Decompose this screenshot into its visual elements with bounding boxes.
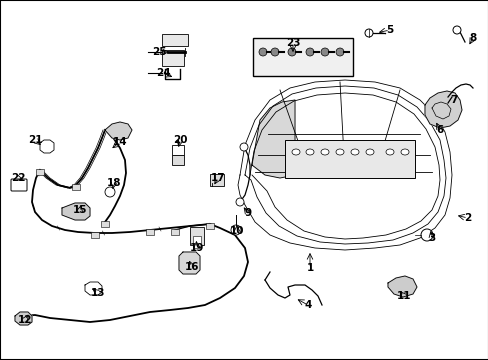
Polygon shape <box>15 312 32 325</box>
Text: 24: 24 <box>155 68 170 78</box>
Ellipse shape <box>400 149 408 155</box>
Text: 8: 8 <box>468 33 476 43</box>
Text: 2: 2 <box>464 213 470 223</box>
Bar <box>172 145 183 155</box>
Ellipse shape <box>350 149 358 155</box>
Text: 7: 7 <box>449 95 457 105</box>
Bar <box>146 229 154 235</box>
Text: 18: 18 <box>106 178 121 188</box>
Bar <box>171 229 179 235</box>
Polygon shape <box>179 252 200 274</box>
Text: 10: 10 <box>229 226 244 236</box>
Text: 21: 21 <box>28 135 42 145</box>
Bar <box>205 223 214 229</box>
Circle shape <box>105 187 115 197</box>
Text: 20: 20 <box>172 135 187 145</box>
Text: 15: 15 <box>73 205 87 215</box>
Text: 1: 1 <box>306 263 313 273</box>
Ellipse shape <box>320 149 328 155</box>
Text: 13: 13 <box>91 288 105 298</box>
Bar <box>162 50 183 66</box>
Text: 11: 11 <box>396 291 410 301</box>
Circle shape <box>364 29 372 37</box>
Bar <box>252 38 352 76</box>
Text: 17: 17 <box>210 173 225 183</box>
Circle shape <box>320 48 328 56</box>
Text: 16: 16 <box>184 262 199 272</box>
Bar <box>36 169 44 175</box>
Polygon shape <box>105 122 132 140</box>
Circle shape <box>335 48 343 56</box>
Polygon shape <box>424 91 461 128</box>
Ellipse shape <box>385 149 393 155</box>
Circle shape <box>230 225 241 235</box>
Text: 22: 22 <box>11 173 25 183</box>
Circle shape <box>259 48 266 56</box>
Ellipse shape <box>291 149 299 155</box>
Text: 19: 19 <box>189 243 204 253</box>
Bar <box>190 227 203 245</box>
Text: 3: 3 <box>427 233 435 243</box>
Bar <box>101 221 109 227</box>
Circle shape <box>305 48 313 56</box>
Polygon shape <box>251 100 294 178</box>
Text: 9: 9 <box>244 208 251 218</box>
Text: 4: 4 <box>304 300 311 310</box>
Bar <box>162 34 187 46</box>
Bar <box>285 140 414 178</box>
Bar <box>91 232 99 238</box>
Text: 25: 25 <box>151 47 166 57</box>
Bar <box>193 236 201 248</box>
Circle shape <box>287 48 295 56</box>
Ellipse shape <box>335 149 343 155</box>
FancyBboxPatch shape <box>11 179 27 191</box>
Text: 23: 23 <box>285 38 300 48</box>
Polygon shape <box>62 203 90 220</box>
Circle shape <box>420 229 432 241</box>
Ellipse shape <box>365 149 373 155</box>
Text: 12: 12 <box>18 315 32 325</box>
Polygon shape <box>40 140 54 153</box>
Circle shape <box>236 198 244 206</box>
Text: 5: 5 <box>386 25 393 35</box>
Circle shape <box>240 143 247 151</box>
Bar <box>172 155 183 165</box>
Bar <box>209 174 224 186</box>
Circle shape <box>270 48 279 56</box>
Text: 14: 14 <box>112 137 127 147</box>
Ellipse shape <box>305 149 313 155</box>
Polygon shape <box>387 276 416 297</box>
Circle shape <box>452 26 460 34</box>
Bar <box>72 184 80 190</box>
Text: 6: 6 <box>435 125 443 135</box>
